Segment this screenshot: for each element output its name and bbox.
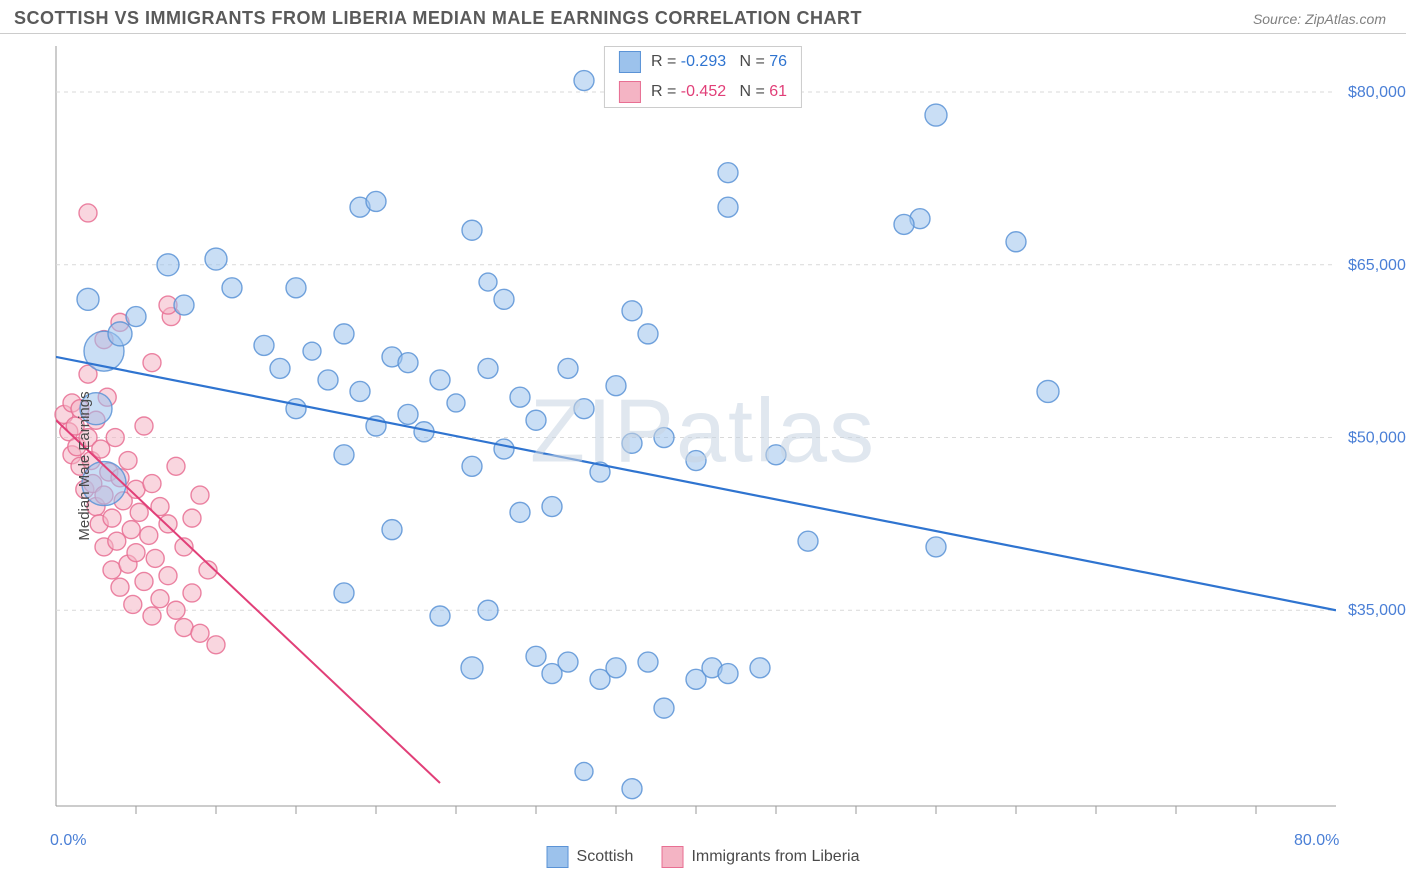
legend-row: R = -0.452 N = 61 (605, 77, 801, 107)
svg-text:$80,000: $80,000 (1348, 84, 1406, 101)
chart-header: SCOTTISH VS IMMIGRANTS FROM LIBERIA MEDI… (0, 0, 1406, 34)
scatter-plot: $35,000 $50,000 $65,000 $80,000 (0, 40, 1406, 892)
chart-area: Median Male Earnings ZIPatlas $35,000$50… (0, 40, 1406, 892)
series-legend-item: Immigrants from Liberia (661, 846, 859, 868)
legend-swatch (619, 81, 641, 103)
x-axis-max-label: 80.0% (1294, 832, 1339, 850)
svg-text:$65,000: $65,000 (1348, 257, 1406, 274)
legend-swatch (661, 846, 683, 868)
legend-stats: R = -0.293 N = 76 (651, 53, 787, 71)
chart-title: SCOTTISH VS IMMIGRANTS FROM LIBERIA MEDI… (14, 8, 862, 29)
legend-row: R = -0.293 N = 76 (605, 47, 801, 77)
series-legend-label: Immigrants from Liberia (691, 848, 859, 866)
svg-text:$50,000: $50,000 (1348, 430, 1406, 447)
chart-source: Source: ZipAtlas.com (1253, 11, 1386, 27)
series-legend: Scottish Immigrants from Liberia (547, 846, 860, 868)
legend-stats: R = -0.452 N = 61 (651, 83, 787, 101)
svg-text:$35,000: $35,000 (1348, 602, 1406, 619)
series-legend-item: Scottish (547, 846, 634, 868)
legend-swatch (547, 846, 569, 868)
legend-swatch (619, 51, 641, 73)
series-legend-label: Scottish (577, 848, 634, 866)
x-axis-min-label: 0.0% (50, 832, 86, 850)
y-axis-label: Median Male Earnings (76, 391, 93, 540)
correlation-legend: R = -0.293 N = 76 R = -0.452 N = 61 (604, 46, 802, 108)
